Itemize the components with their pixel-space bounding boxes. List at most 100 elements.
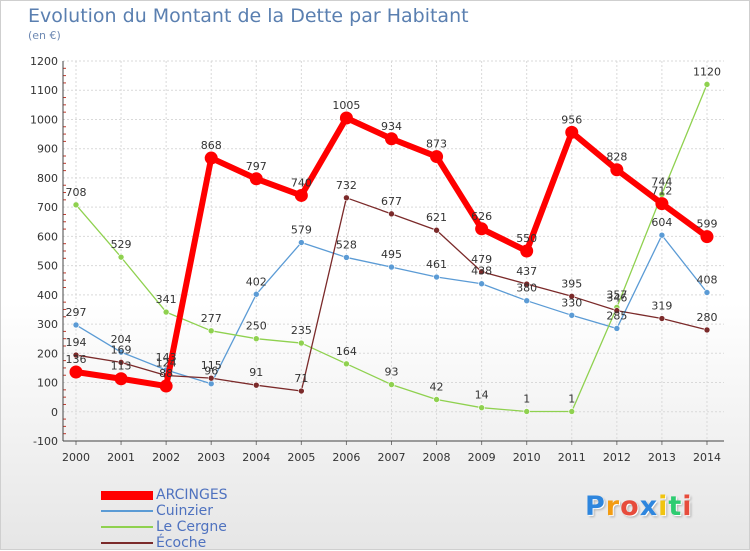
x-tick-label: 2007 [377,451,405,464]
data-point [343,194,350,202]
legend-label: Le Cergne [156,519,227,535]
x-tick-label: 2005 [287,451,315,464]
logo-letter: i [658,491,669,522]
data-point [703,289,711,296]
data-label: 143 [156,351,177,364]
data-point [298,239,305,246]
data-label: 1 [568,392,575,405]
data-label: 550 [516,232,537,245]
legend-swatch [101,510,153,512]
data-label: 579 [291,224,312,237]
data-point [430,150,444,164]
chart-title: Evolution du Montant de la Dette par Hab… [28,5,469,27]
legend-label: Cuinzier [156,503,214,519]
data-label: 934 [381,120,402,133]
data-label: 113 [111,360,132,373]
data-label: 828 [606,151,627,164]
data-label: 277 [201,312,222,325]
y-tick-label: -100 [33,435,58,448]
data-label: 285 [606,309,627,322]
x-tick-label: 2012 [603,451,631,464]
data-label: 88 [159,367,173,380]
data-label: 96 [204,365,218,378]
data-label: 868 [201,139,222,152]
data-label: 599 [696,218,717,231]
x-tick-label: 2013 [648,451,676,464]
data-point [72,321,80,329]
x-tick-label: 2003 [197,451,225,464]
data-label: 438 [471,265,492,278]
y-tick-label: 700 [37,201,58,214]
data-point [433,226,440,234]
data-point [610,163,624,177]
data-point [700,230,714,244]
data-label: 235 [291,324,312,337]
data-point [252,290,260,298]
data-label: 956 [561,113,582,126]
y-tick-label: 0 [51,406,58,419]
logo-letter: P [585,491,606,522]
data-point [114,372,128,386]
data-label: 461 [426,258,447,271]
data-point [294,188,308,202]
data-point [252,381,260,389]
data-label: 204 [111,333,132,346]
data-label: 744 [651,175,672,188]
data-point [613,325,621,332]
data-point [565,125,579,139]
x-tick-label: 2006 [332,451,360,464]
y-tick-label: 500 [37,260,58,273]
data-point [69,365,83,379]
y-tick-label: 200 [37,347,58,360]
logo-letter: t [668,491,683,522]
data-point [339,111,353,125]
data-point [568,293,576,300]
logo-letter: x [639,491,659,522]
data-label: 1005 [332,99,360,112]
data-label: 732 [336,179,357,192]
x-tick-label: 2002 [152,451,180,464]
data-point [658,231,666,239]
data-label: 395 [561,277,582,290]
x-tick-label: 2004 [242,451,270,464]
data-label: 194 [66,336,87,349]
y-tick-label: 1100 [30,84,58,97]
data-label: 346 [606,292,627,305]
data-label: 873 [426,138,447,151]
data-point [655,197,669,211]
y-tick-label: 300 [37,318,58,331]
data-point [249,172,263,186]
x-tick-label: 2014 [693,451,721,464]
data-label: 528 [336,238,357,251]
data-label: 626 [471,210,492,223]
data-point [388,381,395,388]
data-label: 380 [516,282,537,295]
data-point [703,81,711,88]
data-label: 495 [381,248,402,261]
data-label: 91 [249,366,263,379]
data-label: 1120 [693,65,721,78]
data-point [703,326,711,334]
data-point [298,387,305,395]
series-cuinzier [72,231,711,388]
data-point [478,280,485,288]
data-label: 115 [201,359,222,372]
y-tick-label: 400 [37,289,58,302]
y-tick-label: 1200 [30,55,58,68]
data-label: 71 [294,372,308,385]
x-tick-label: 2010 [513,451,541,464]
data-point [478,268,485,276]
data-point [72,201,80,209]
series-arcinges [69,111,714,393]
data-label: 708 [66,186,87,199]
data-point [343,360,350,368]
data-label: 164 [336,345,357,358]
data-point [343,254,350,261]
data-label: 169 [111,343,132,356]
data-point [523,297,531,304]
data-point [568,312,576,319]
data-label: 297 [66,306,87,319]
data-point [568,408,576,415]
data-label: 319 [651,300,672,313]
series--coche [72,194,711,395]
